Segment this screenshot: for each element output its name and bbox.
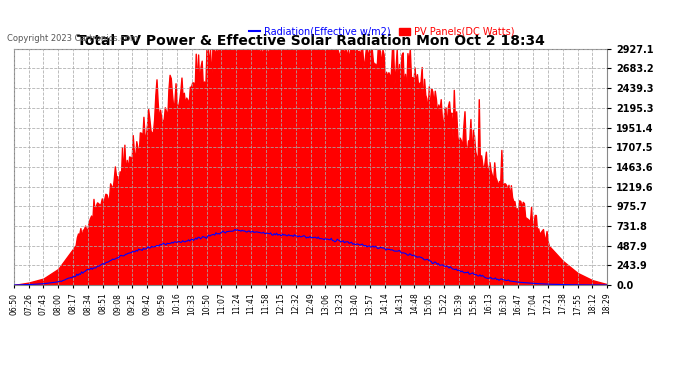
Title: Total PV Power & Effective Solar Radiation Mon Oct 2 18:34: Total PV Power & Effective Solar Radiati… — [77, 34, 544, 48]
Legend: Radiation(Effective w/m2), PV Panels(DC Watts): Radiation(Effective w/m2), PV Panels(DC … — [245, 23, 519, 40]
Text: Copyright 2023 Cartronics.com: Copyright 2023 Cartronics.com — [7, 34, 138, 43]
